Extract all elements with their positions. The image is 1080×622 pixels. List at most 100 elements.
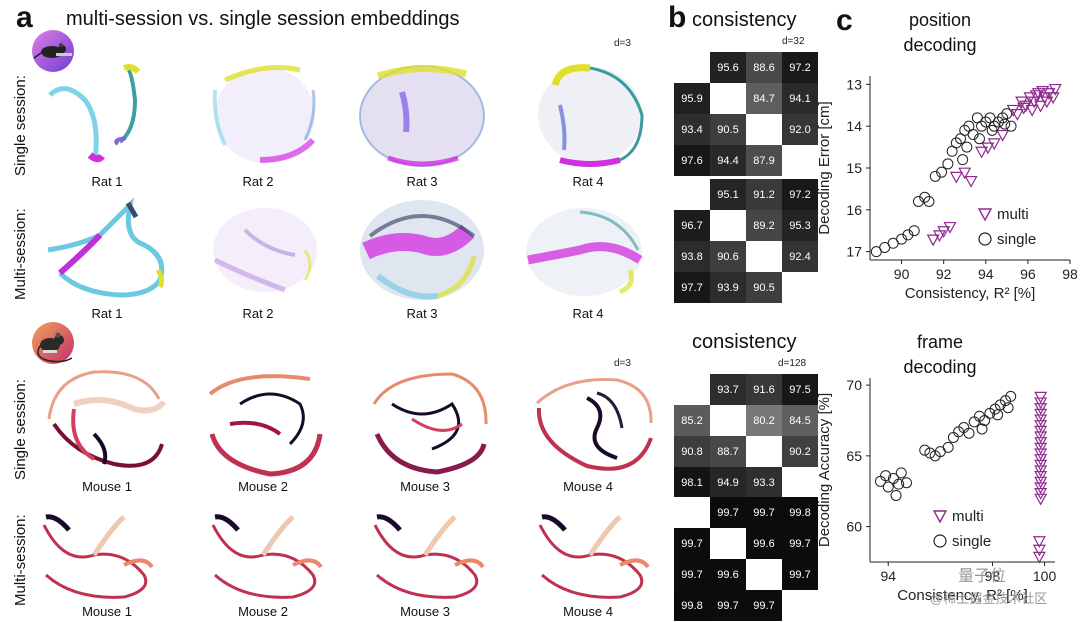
single-point — [912, 195, 924, 207]
panel-a-label: a — [16, 1, 33, 34]
frame-decoding-title-line1: frame — [916, 332, 963, 352]
matrix-cell: 93.4 — [674, 114, 710, 145]
legend-single-marker — [978, 232, 992, 246]
matrix-diagonal-cell — [674, 374, 710, 405]
multi-point — [937, 226, 951, 238]
matrix-cell: 99.8 — [674, 590, 710, 621]
single-point — [999, 118, 1011, 130]
mouse-2-multi-embedding — [211, 514, 323, 599]
mouse-3-label: Mouse 3 — [400, 479, 450, 494]
matrix-cell: 90.6 — [710, 241, 746, 272]
watermark-community: @稀土掘金技术社区 — [930, 591, 1048, 606]
position-decoding-title-line1: position — [908, 10, 972, 30]
single-point — [893, 478, 905, 490]
matrix-cell: 97.2 — [782, 179, 818, 210]
mouse-3-multi-label: Mouse 3 — [400, 604, 450, 619]
matrix-cell: 84.7 — [746, 83, 782, 114]
matrix-diagonal-cell — [710, 528, 746, 559]
x-tick-label: 94 — [978, 266, 994, 282]
mouse-multi-matrix: 99.7 99.7 99.8 99.7 99.6 99.7 99.7 99.6 99.7 99.8… — [674, 497, 818, 621]
matrix-cell: 91.2 — [746, 179, 782, 210]
x-axis-label: Consistency, R² [%] — [897, 587, 1028, 604]
single-point — [924, 447, 936, 459]
single-point — [896, 233, 908, 245]
matrix-cell: 88.6 — [746, 52, 782, 83]
rat-1-multi-embedding — [47, 197, 165, 298]
mouse-4-multi-embedding — [538, 514, 650, 599]
matrix-cell: 99.7 — [782, 528, 818, 559]
matrix-cell: 99.7 — [674, 559, 710, 590]
single-point — [1002, 402, 1014, 414]
matrix-cell: 95.6 — [710, 52, 746, 83]
multi-point — [949, 171, 963, 184]
multi-point — [1019, 100, 1033, 113]
x-tick-label: 100 — [1033, 568, 1057, 584]
multi-point — [1032, 551, 1046, 564]
multi-point — [1029, 90, 1043, 103]
rat-4-multi-embedding — [526, 208, 643, 296]
rat-4-multi-label: Rat 4 — [572, 306, 604, 321]
rat-icon — [32, 30, 74, 72]
legend-single-label: single — [997, 231, 1036, 248]
panel-b-top-dim: d=32 — [782, 36, 805, 47]
y-tick-label: 70 — [846, 377, 862, 393]
single-point — [942, 441, 954, 453]
matrix-cell: 96.7 — [674, 210, 710, 241]
matrix-diagonal-cell — [710, 405, 746, 436]
matrix-cell: 90.2 — [782, 436, 818, 467]
rat-multi-matrix: 95.1 91.2 97.2 96.7 89.2 95.3 93.8 90.6 92.4 97.7… — [674, 179, 818, 303]
single-point — [900, 477, 912, 489]
matrix-cell: 94.1 — [782, 83, 818, 114]
position-decoding-chart: 90 92 94 96 98 13 14 15 16 17 Consistency, R² [%] D… — [816, 76, 1077, 302]
rat-3-multi-embedding — [360, 200, 484, 300]
matrix-diagonal-cell — [710, 83, 746, 114]
rat-2-multi-label: Rat 2 — [242, 306, 274, 321]
mouse-4-single-embedding — [535, 378, 653, 471]
multi-point — [1034, 391, 1048, 404]
mouse-3-multi-embedding — [373, 514, 485, 599]
rat-4-label: Rat 4 — [572, 174, 604, 189]
single-point — [979, 414, 991, 426]
multi-point — [981, 142, 995, 155]
matrix-cell: 97.5 — [782, 374, 818, 405]
multi-point — [1042, 88, 1056, 100]
multi-point — [1017, 102, 1031, 115]
y-tick-label: 60 — [846, 519, 862, 535]
matrix-cell: 94.9 — [710, 467, 746, 498]
rat-2-single-embedding — [212, 65, 316, 163]
matrix-cell: 99.6 — [746, 528, 782, 559]
y-tick-label: 15 — [846, 160, 862, 176]
single-point — [1005, 390, 1017, 402]
matrix-cell: 95.3 — [782, 210, 818, 241]
single-point — [961, 141, 973, 153]
multi-point — [1006, 104, 1020, 117]
panel-b-top-title: consistency — [692, 9, 797, 31]
multi-point — [958, 167, 972, 180]
matrix-cell: 97.2 — [782, 52, 818, 83]
matrix-cell: 99.6 — [710, 559, 746, 590]
matrix-diagonal-cell — [746, 436, 782, 467]
mouse-2-multi-label: Mouse 2 — [238, 604, 288, 619]
multi-point — [1034, 403, 1048, 415]
multi-point — [1034, 448, 1048, 461]
matrix-cell: 89.2 — [746, 210, 782, 241]
panel-b-label: b — [668, 1, 687, 34]
mouse-1-multi-embedding — [42, 514, 154, 599]
matrix-diagonal-cell — [746, 559, 782, 590]
y-tick-label: 65 — [846, 448, 862, 464]
mouse-1-label: Mouse 1 — [82, 479, 132, 494]
mouse-single-row-label: Single session: — [12, 379, 29, 480]
matrix-cell: 97.7 — [674, 272, 710, 303]
rat-1-multi-label: Rat 1 — [91, 306, 123, 321]
single-point — [986, 124, 998, 136]
multi-point — [1034, 431, 1048, 444]
multi-point — [926, 234, 940, 247]
x-tick-label: 98 — [1062, 266, 1077, 282]
single-point — [936, 166, 948, 178]
rat-multi-row-label: Multi-session: — [12, 208, 29, 300]
multi-point — [1034, 493, 1048, 506]
frame-decoding-chart: 94 98 100 60 65 70 Consistency, R² [%] Decoding… — [816, 377, 1057, 604]
multi-point — [1034, 425, 1048, 438]
matrix-cell: 93.3 — [746, 467, 782, 498]
matrix-cell: 94.4 — [710, 145, 746, 176]
